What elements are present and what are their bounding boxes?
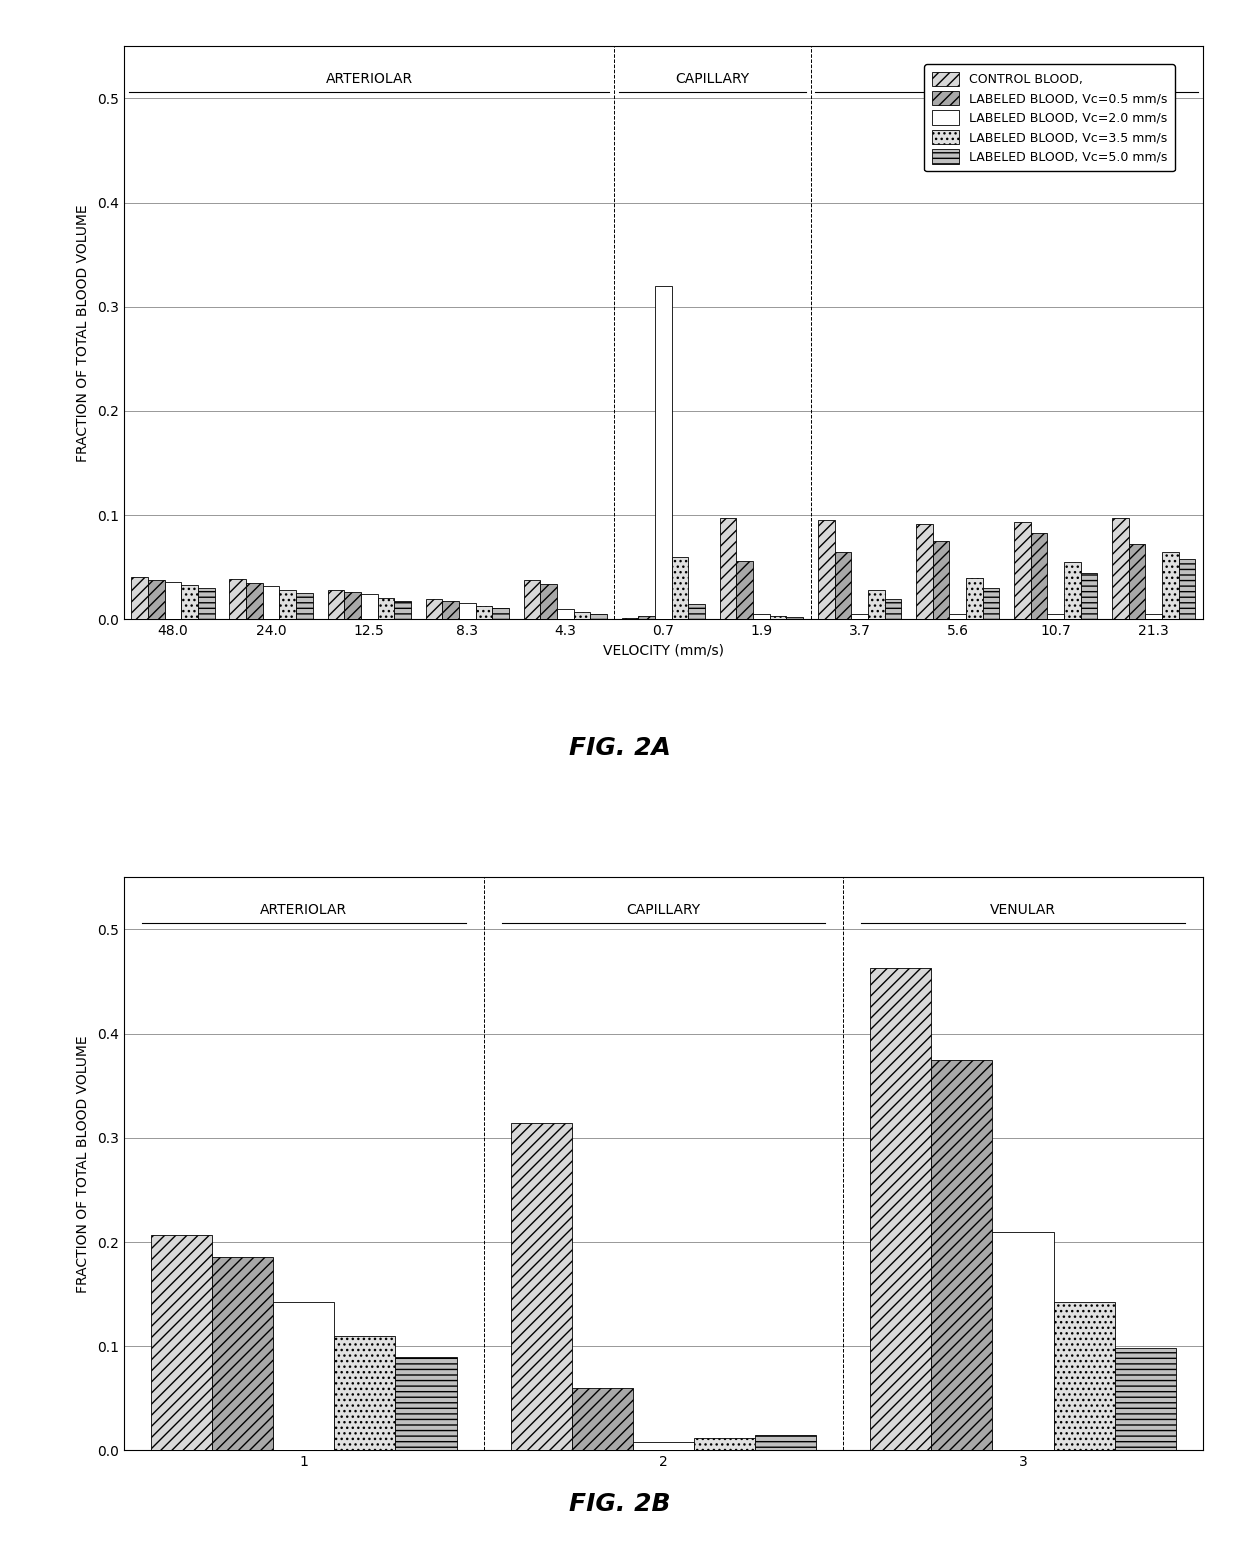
Bar	[165, 582, 181, 619]
Bar	[1030, 532, 1048, 619]
Y-axis label: FRACTION OF TOTAL BLOOD VOLUME: FRACTION OF TOTAL BLOOD VOLUME	[76, 204, 91, 461]
Bar	[572, 1387, 632, 1450]
Bar	[755, 1435, 816, 1450]
Text: VENULAR: VENULAR	[990, 903, 1056, 917]
Bar	[396, 1356, 456, 1450]
Bar	[394, 600, 410, 619]
Bar	[345, 593, 361, 619]
Bar	[1054, 1302, 1115, 1450]
Bar	[835, 552, 851, 619]
Bar	[753, 614, 770, 619]
Bar	[884, 599, 901, 619]
Bar	[672, 557, 688, 619]
Bar	[868, 591, 884, 619]
Bar	[443, 600, 459, 619]
Bar	[931, 1060, 992, 1450]
Bar	[966, 577, 982, 619]
Bar	[1162, 552, 1179, 619]
Bar	[770, 616, 786, 619]
Text: FIG. 2B: FIG. 2B	[569, 1492, 671, 1517]
Bar	[296, 594, 312, 619]
Bar	[1048, 614, 1064, 619]
Bar	[279, 591, 296, 619]
Text: CAPILLARY: CAPILLARY	[676, 73, 749, 86]
Bar	[1081, 572, 1097, 619]
Bar	[574, 613, 590, 619]
Bar	[632, 1443, 694, 1450]
Bar	[181, 585, 198, 619]
Bar	[263, 586, 279, 619]
Bar	[1146, 614, 1162, 619]
Bar	[327, 591, 345, 619]
Bar	[982, 588, 999, 619]
Bar	[541, 583, 557, 619]
Bar	[377, 597, 394, 619]
Bar	[511, 1123, 572, 1450]
Bar	[198, 588, 215, 619]
Bar	[1179, 559, 1195, 619]
Bar	[459, 603, 476, 619]
Bar	[131, 577, 148, 619]
Bar	[335, 1336, 396, 1450]
Text: ARTERIOLAR: ARTERIOLAR	[260, 903, 347, 917]
Bar	[476, 606, 492, 619]
Bar	[1112, 518, 1128, 619]
Bar	[523, 580, 541, 619]
Bar	[148, 580, 165, 619]
Bar	[786, 617, 804, 619]
Text: CAPILLARY: CAPILLARY	[626, 903, 701, 917]
Bar	[737, 562, 753, 619]
Text: VENULAR: VENULAR	[973, 73, 1039, 86]
Bar	[557, 609, 574, 619]
Bar	[229, 579, 246, 619]
Bar	[688, 603, 706, 619]
X-axis label: VELOCITY (mm/s): VELOCITY (mm/s)	[603, 643, 724, 657]
Bar	[590, 614, 608, 619]
Bar	[151, 1234, 212, 1450]
Text: ARTERIOLAR: ARTERIOLAR	[326, 73, 413, 86]
Text: FIG. 2A: FIG. 2A	[569, 736, 671, 761]
Bar	[1014, 523, 1030, 619]
Bar	[655, 285, 672, 619]
Bar	[694, 1438, 755, 1450]
Bar	[492, 608, 508, 619]
Bar	[639, 616, 655, 619]
Y-axis label: FRACTION OF TOTAL BLOOD VOLUME: FRACTION OF TOTAL BLOOD VOLUME	[76, 1035, 91, 1293]
Bar	[932, 542, 950, 619]
Bar	[212, 1256, 273, 1450]
Bar	[425, 599, 443, 619]
Bar	[246, 583, 263, 619]
Bar	[851, 614, 868, 619]
Bar	[719, 518, 737, 619]
Legend: CONTROL BLOOD,, LABELED BLOOD, Vc=0.5 mm/s, LABELED BLOOD, Vc=2.0 mm/s, LABELED : CONTROL BLOOD,, LABELED BLOOD, Vc=0.5 mm…	[924, 63, 1176, 171]
Bar	[361, 594, 377, 619]
Bar	[818, 520, 835, 619]
Bar	[1064, 562, 1081, 619]
Bar	[916, 523, 932, 619]
Bar	[273, 1302, 335, 1450]
Bar	[870, 967, 931, 1450]
Bar	[992, 1231, 1054, 1450]
Bar	[1128, 545, 1146, 619]
Bar	[1115, 1349, 1176, 1450]
Bar	[950, 614, 966, 619]
